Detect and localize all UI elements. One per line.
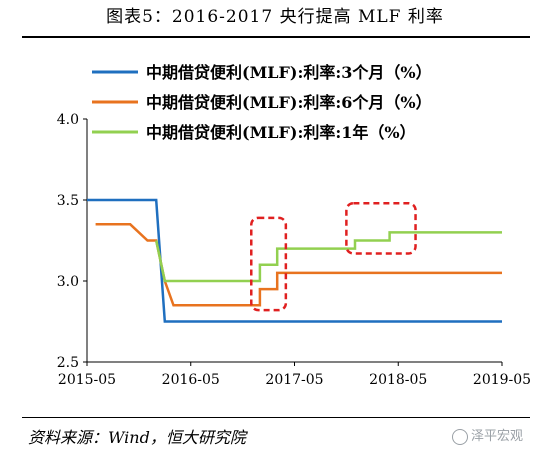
x-tick-label: 2019-05 (473, 372, 531, 388)
title-rule (22, 36, 530, 38)
chart-title: 图表5：2016-2017 央行提高 MLF 利率 (106, 7, 444, 27)
watermark: 泽平宏观 (452, 425, 523, 445)
legend: 中期借贷便利(MLF):利率:3个月（%） 中期借贷便利(MLF):利率:6个月（… (92, 63, 432, 142)
y-tick-label: 3.0 (57, 274, 79, 290)
source-note: 资料来源：Wind，恒大研究院 (28, 428, 246, 447)
series-line-1 (87, 198, 502, 323)
legend-label-3: 中期借贷便利(MLF):利率:1年（%） (146, 123, 416, 142)
series-line-2 (95, 223, 502, 307)
highlight-box-2 (345, 201, 417, 255)
x-tick-label: 2017-05 (265, 372, 323, 388)
series-line-3 (154, 231, 502, 283)
y-tick-label: 4.0 (57, 112, 79, 128)
series-lines (87, 198, 502, 323)
y-tick-label: 2.5 (57, 355, 79, 371)
legend-label-1: 中期借贷便利(MLF):利率:3个月（%） (146, 63, 432, 82)
highlight-box-1 (250, 216, 288, 312)
axes: 2.5 3.0 3.5 4.0 2015-05 2016-05 2017-05 2018-05… (57, 112, 531, 388)
source-rule (22, 417, 530, 418)
y-tick-label: 3.5 (57, 193, 79, 209)
wechat-icon (452, 428, 468, 445)
x-tick-label: 2015-05 (58, 372, 116, 388)
highlight-boxes (250, 201, 417, 312)
x-tick-label: 2016-05 (162, 372, 220, 388)
x-tick-label: 2018-05 (369, 372, 427, 388)
legend-label-2: 中期借贷便利(MLF):利率:6个月（%） (146, 93, 432, 112)
watermark-text: 泽平宏观 (471, 429, 524, 444)
